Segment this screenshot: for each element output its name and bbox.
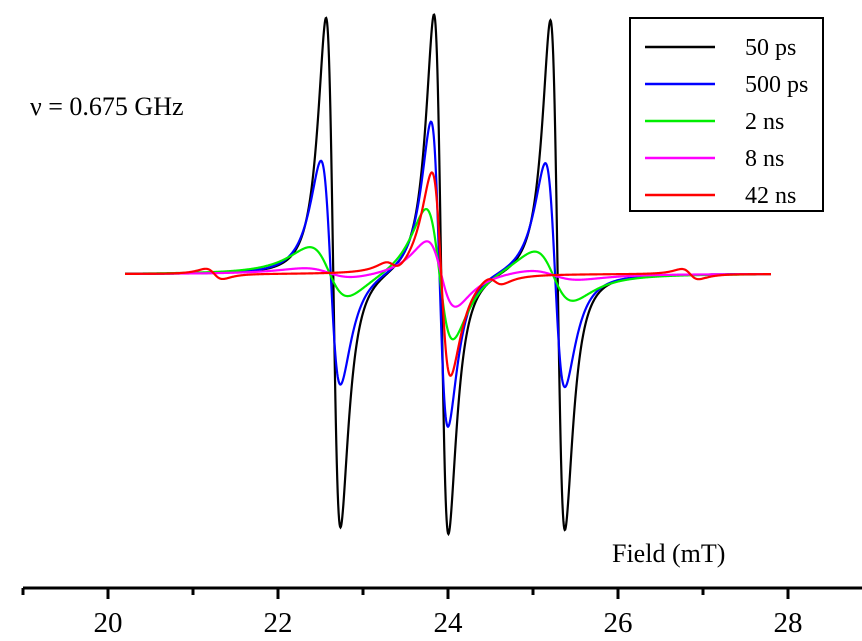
legend-label-42-ns: 42 ns: [745, 183, 796, 209]
x-tick-label: 22: [264, 607, 293, 639]
legend: 50 ps 500 ps 2 ns 8 ns 42 ns: [629, 17, 824, 212]
legend-box: [629, 17, 824, 212]
series-line-8-ns: [125, 240, 771, 308]
series-layer: [124, 13, 771, 537]
x-tick-label: 28: [774, 607, 803, 639]
frequency-annotation: ν = 0.675 GHz: [30, 92, 184, 121]
legend-label-8-ns: 8 ns: [745, 146, 784, 172]
x-axis-label: Field (mT): [612, 539, 725, 568]
legend-label-50-ps: 50 ps: [745, 35, 796, 61]
series-line-2-ns: [124, 207, 771, 341]
x-tick-label: 20: [94, 607, 123, 639]
series-line-42-ns: [125, 171, 771, 377]
legend-label-500-ps: 500 ps: [745, 72, 808, 98]
legend-label-2-ns: 2 ns: [745, 109, 784, 135]
x-axis: 20 22 24 26 28: [21, 586, 862, 639]
x-tick-label: 26: [604, 607, 633, 639]
x-tick-label: 24: [434, 607, 464, 639]
